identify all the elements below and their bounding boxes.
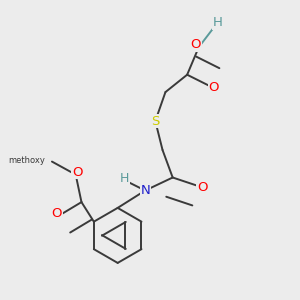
Text: O: O	[52, 207, 62, 220]
Text: H: H	[213, 16, 223, 29]
Text: H: H	[120, 172, 130, 184]
Text: S: S	[151, 115, 160, 128]
Text: O: O	[197, 181, 208, 194]
Text: methoxy: methoxy	[8, 156, 45, 165]
Text: O: O	[208, 81, 219, 94]
Text: O: O	[72, 166, 83, 179]
Text: N: N	[140, 184, 150, 197]
Text: O: O	[190, 38, 201, 51]
